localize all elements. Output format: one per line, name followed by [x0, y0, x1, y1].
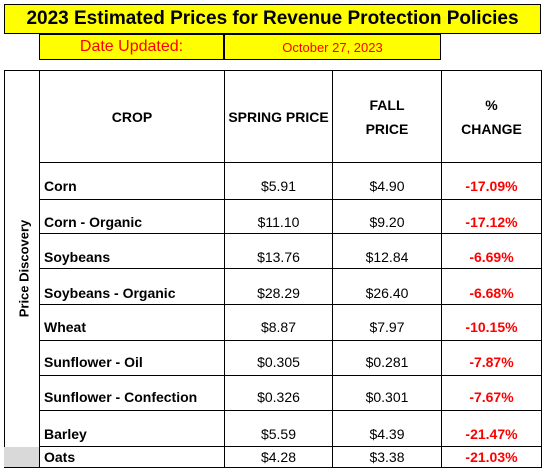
grid-line — [4, 70, 5, 447]
table-row-spring: $11.10 — [257, 214, 300, 230]
table-row-crop: Oats — [44, 449, 76, 465]
table-row-change: -17.12% — [465, 214, 518, 230]
table-row-fall: $4.39 — [369, 426, 405, 442]
footer-gray-strip — [4, 447, 39, 468]
table-row-crop: Corn - Organic — [44, 214, 143, 230]
grid-line — [39, 375, 542, 376]
header-change-line2: CHANGE — [461, 120, 522, 137]
table-row-change: -7.87% — [469, 354, 514, 370]
grid-line — [4, 70, 542, 71]
grid-line — [224, 70, 225, 468]
table-row-spring: $5.59 — [260, 426, 297, 442]
side-label: Price Discovery — [12, 78, 36, 458]
grid-line — [332, 70, 333, 468]
page-title: 2023 Estimated Prices for Revenue Protec… — [4, 4, 541, 34]
header-fall-line1: FALL — [369, 96, 405, 113]
table-row-crop: Sunflower - Oil — [44, 354, 143, 370]
table-row-crop: Corn — [44, 178, 77, 194]
header-change-line1: % — [485, 96, 498, 113]
table-row-change: -6.68% — [469, 285, 514, 301]
grid-line — [39, 446, 542, 447]
grid-line — [39, 70, 40, 468]
header-percent-change: % CHANGE — [442, 71, 541, 162]
table-row-spring: $5.91 — [260, 178, 297, 194]
table-row-crop: Barley — [44, 426, 87, 442]
grid-line — [39, 162, 542, 163]
table-row-fall: $3.38 — [369, 449, 405, 465]
header-fall-price: FALL PRICE — [333, 71, 441, 162]
table-row-change: -21.03% — [465, 449, 518, 465]
grid-line — [4, 467, 542, 468]
date-updated-value: October 27, 2023 — [224, 34, 441, 60]
header-spring-price: SPRING PRICE — [228, 108, 329, 125]
table-row-fall: $7.97 — [369, 319, 405, 335]
grid-line — [39, 268, 542, 269]
grid-line — [39, 199, 542, 200]
table-row-fall: $4.90 — [369, 178, 405, 194]
table-row-spring: $0.305 — [257, 354, 300, 370]
table-row-spring: $4.28 — [260, 449, 297, 465]
side-label-text: Price Discovery — [16, 219, 32, 317]
table-row-spring: $0.326 — [257, 389, 300, 405]
table-row-spring: $13.76 — [257, 249, 300, 265]
grid-line — [441, 70, 442, 468]
table-row-spring: $8.87 — [260, 319, 297, 335]
table-row-fall: $9.20 — [369, 214, 405, 230]
grid-line — [39, 340, 542, 341]
table-row-fall: $0.281 — [365, 354, 409, 370]
table-row-crop: Sunflower - Confection — [44, 389, 198, 405]
table-row-fall: $12.84 — [365, 249, 409, 265]
table-row-fall: $0.301 — [365, 389, 409, 405]
grid-line — [39, 233, 542, 234]
table-row-change: -6.69% — [469, 249, 514, 265]
grid-line — [39, 304, 542, 305]
table-row-fall: $26.40 — [365, 285, 409, 301]
grid-line — [39, 410, 542, 411]
table-row-spring: $28.29 — [257, 285, 300, 301]
table-row-change: -10.15% — [465, 319, 518, 335]
date-updated-label: Date Updated: — [39, 34, 224, 60]
header-fall-line2: PRICE — [365, 120, 409, 137]
table-row-change: -17.09% — [465, 178, 518, 194]
grid-line — [541, 70, 542, 468]
table-row-crop: Soybeans — [44, 249, 111, 265]
header-crop: CROP — [111, 108, 153, 125]
table-row-crop: Wheat — [44, 319, 86, 335]
table-row-change: -21.47% — [465, 426, 518, 442]
table-row-change: -7.67% — [469, 389, 514, 405]
table-row-crop: Soybeans - Organic — [44, 285, 176, 301]
